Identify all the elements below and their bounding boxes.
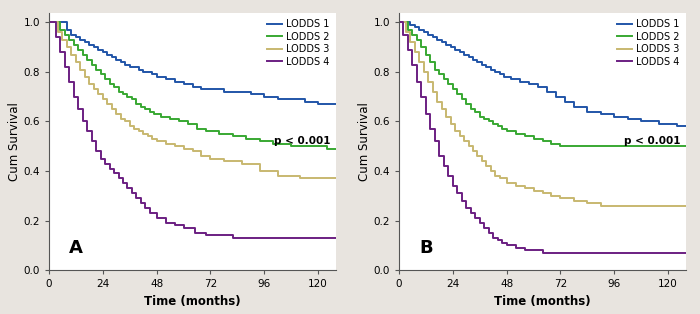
X-axis label: Time (months): Time (months) — [494, 295, 591, 308]
X-axis label: Time (months): Time (months) — [144, 295, 241, 308]
Text: p < 0.001: p < 0.001 — [274, 136, 330, 146]
Y-axis label: Cum Survival: Cum Survival — [358, 102, 371, 181]
Legend: LODDS 1, LODDS 2, LODDS 3, LODDS 4: LODDS 1, LODDS 2, LODDS 3, LODDS 4 — [615, 17, 681, 68]
Y-axis label: Cum Survival: Cum Survival — [8, 102, 21, 181]
Text: p < 0.001: p < 0.001 — [624, 136, 680, 146]
Text: A: A — [69, 239, 83, 257]
Text: B: B — [419, 239, 433, 257]
Legend: LODDS 1, LODDS 2, LODDS 3, LODDS 4: LODDS 1, LODDS 2, LODDS 3, LODDS 4 — [265, 17, 331, 68]
